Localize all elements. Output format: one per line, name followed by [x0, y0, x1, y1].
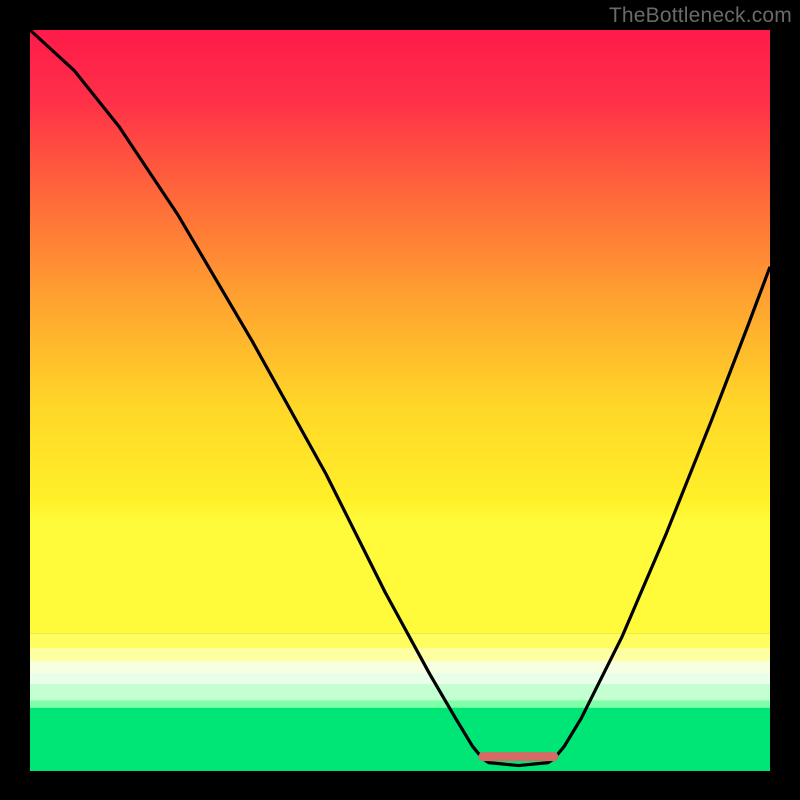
- bottleneck-chart: [0, 0, 800, 800]
- gradient-band-1: [30, 648, 770, 662]
- gradient-band-6: [30, 708, 770, 771]
- gradient-band-5: [30, 700, 770, 708]
- chart-container: TheBottleneck.com: [0, 0, 800, 800]
- gradient-band-4: [30, 684, 770, 701]
- gradient-band-0: [30, 633, 770, 649]
- gradient-band-2: [30, 661, 770, 674]
- gradient-band-3: [30, 673, 770, 685]
- watermark-text: TheBottleneck.com: [609, 4, 792, 28]
- plot-gradient: [30, 30, 770, 633]
